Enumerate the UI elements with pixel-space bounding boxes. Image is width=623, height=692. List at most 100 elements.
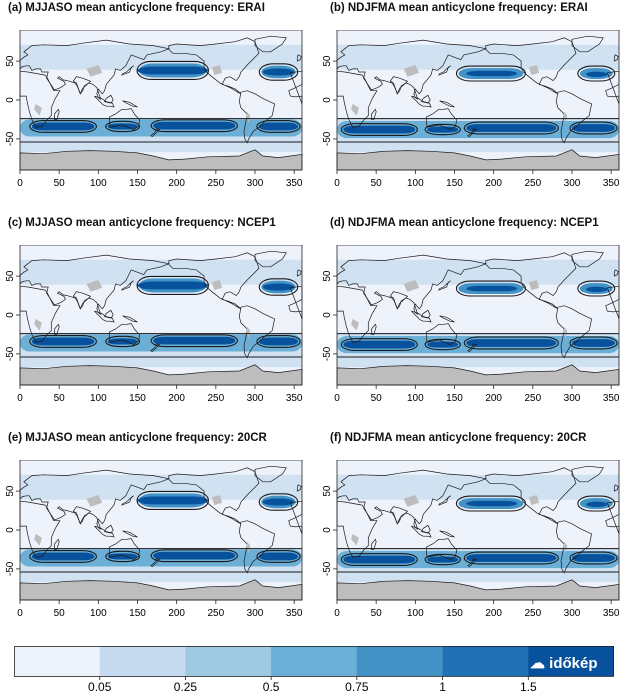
terrain-mask [211, 495, 223, 506]
contour [258, 63, 299, 81]
y-tick-label: 50 [322, 485, 333, 497]
contour [569, 121, 618, 135]
colorbar-tick-label: 1 [439, 680, 446, 692]
terrain-mask [246, 541, 251, 554]
frequency-band-core [466, 124, 557, 132]
terrain-mask [528, 280, 540, 291]
y-tick-label: 0 [5, 312, 16, 318]
x-tick-label: 100 [407, 608, 424, 619]
frequency-band-core [153, 551, 236, 560]
x-tick-label: 200 [485, 393, 502, 404]
land-masses [19, 250, 303, 386]
contour [150, 119, 238, 133]
frequency-band-core [572, 554, 616, 562]
frequency-band-core [466, 554, 557, 562]
x-tick-label: 200 [485, 178, 502, 189]
contour [256, 550, 301, 563]
contour [136, 490, 209, 510]
coastline [104, 94, 114, 104]
x-tick-label: 100 [407, 178, 424, 189]
colorbar-segment [442, 646, 529, 676]
y-tick-label: -50 [322, 561, 333, 576]
terrain-mask [34, 318, 42, 331]
terrain-mask [34, 103, 42, 116]
colorbar-tick-label: 0.05 [88, 680, 112, 692]
x-tick-label: 150 [446, 393, 463, 404]
y-axis: 50 0 -50 [322, 55, 337, 146]
x-axis: 0 50 100 150 200 250 300 350 [17, 170, 303, 189]
colorbar-segment [14, 646, 101, 676]
coastline [72, 76, 92, 95]
coastline [421, 524, 431, 534]
x-tick-label: 250 [524, 608, 541, 619]
frequency-band-core [153, 121, 236, 130]
x-tick-label: 100 [90, 608, 107, 619]
contour [569, 336, 618, 350]
coastline [613, 54, 619, 62]
x-axis: 0 50 100 150 200 250 300 350 [334, 600, 620, 619]
coastline [150, 343, 161, 353]
contour-lines [337, 65, 619, 143]
coastline [411, 95, 432, 108]
y-axis: 50 0 -50 [5, 55, 20, 146]
coastline [121, 495, 134, 506]
coastline [389, 506, 409, 525]
frequency-band-core [258, 552, 299, 561]
x-tick-label: 300 [564, 178, 581, 189]
x-tick-label: 50 [54, 393, 66, 404]
coastline [19, 39, 171, 101]
coastline [425, 108, 458, 130]
contour [105, 335, 141, 348]
watermark-logo: ☁ időkép [530, 654, 598, 672]
coastline [389, 76, 409, 95]
frequency-band-core [137, 281, 208, 290]
coastline [108, 323, 141, 345]
frequency-band-core [343, 555, 416, 564]
terrain-mask [528, 495, 540, 506]
terrain-mask [246, 111, 251, 124]
frequency-band-core [153, 336, 236, 345]
panel-title: (b) NDJFMA mean anticyclone frequency: E… [330, 2, 588, 14]
land-masses [336, 250, 620, 386]
coastline [371, 108, 377, 120]
map-panel: 0 50 100 150 200 250 300 350 50 0 -50 [5, 460, 303, 619]
coastline [485, 252, 577, 310]
contour [340, 338, 418, 351]
x-tick-label: 350 [286, 178, 303, 189]
terrain-mask [403, 495, 420, 507]
y-axis: 50 0 -50 [5, 270, 20, 361]
coastline [121, 280, 134, 291]
frequency-band-core [343, 340, 416, 349]
x-tick-label: 150 [129, 608, 146, 619]
x-tick-label: 50 [54, 608, 66, 619]
x-tick-label: 350 [286, 393, 303, 404]
contour [29, 550, 97, 563]
y-tick-label: 0 [322, 527, 333, 533]
contour [577, 65, 616, 82]
coastline [421, 94, 431, 104]
coastline [336, 254, 488, 316]
terrain-mask [351, 103, 359, 116]
x-tick-label: 50 [371, 178, 383, 189]
x-tick-label: 100 [90, 178, 107, 189]
coastline [389, 291, 409, 310]
x-tick-label: 150 [446, 608, 463, 619]
coastline [336, 39, 488, 101]
coastline [296, 484, 302, 492]
coastline [150, 558, 161, 568]
coastline [371, 538, 377, 550]
contour [256, 120, 301, 133]
x-tick-label: 200 [168, 178, 185, 189]
colorbar-segment [185, 646, 272, 676]
coastline [168, 467, 260, 525]
contour [29, 335, 97, 348]
coastline [425, 323, 458, 345]
map-panel: 0 50 100 150 200 250 300 350 50 0 -50 [5, 245, 303, 404]
x-tick-label: 300 [564, 393, 581, 404]
x-tick-label: 50 [371, 393, 383, 404]
contour-lines [20, 60, 302, 143]
map-panel: 0 50 100 150 200 250 300 350 50 0 -50 [322, 460, 620, 619]
land-masses [336, 465, 620, 601]
coastline [108, 108, 141, 130]
coastline [72, 506, 92, 525]
